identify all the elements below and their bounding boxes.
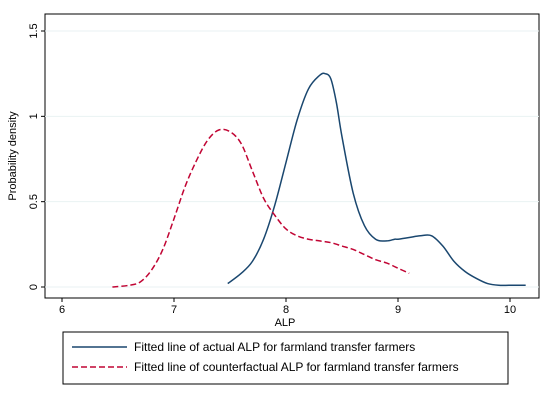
x-tick-label-3: 9 [395,304,401,316]
x-tick-label-4: 10 [504,304,516,316]
y-axis: 0 0.5 1 1.5 [28,23,45,290]
y-tick-label-1: 0.5 [28,194,40,209]
series-line-counterfactual [112,128,410,288]
y-tick-label-2: 1 [28,113,40,119]
y-tick-label-0: 0 [28,284,40,290]
legend: Fitted line of actual ALP for farmland t… [62,331,509,385]
x-axis: 6 7 8 9 10 [59,298,516,316]
gridlines [45,30,539,288]
x-tick-label-1: 7 [171,304,177,316]
y-axis-title: Probability density [7,111,19,201]
plot-frame [44,13,540,299]
x-tick-label-2: 8 [283,304,289,316]
legend-label-counterfactual: Fitted line of counterfactual ALP for fa… [134,360,459,374]
series-lines [112,72,526,288]
series-line-actual [227,72,526,287]
y-tick-label-3: 1.5 [28,23,40,38]
legend-box [62,331,509,385]
x-axis-title: ALP [275,317,296,329]
x-tick-label-0: 6 [59,304,65,316]
legend-label-actual: Fitted line of actual ALP for farmland t… [134,340,415,354]
